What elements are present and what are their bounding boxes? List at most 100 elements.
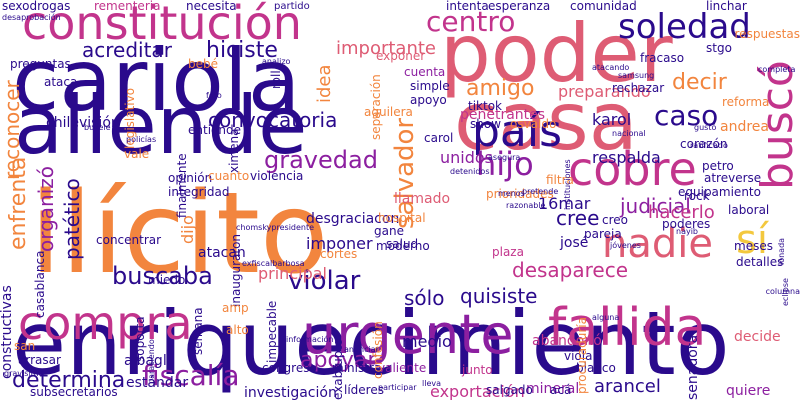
word-equipamiento: equipamiento bbox=[678, 185, 761, 199]
word-tiktok: tiktok bbox=[468, 99, 502, 113]
word-jose: josé bbox=[560, 235, 589, 251]
word-casablanca: casablanca bbox=[33, 250, 47, 318]
word-osvaldo: osvaldo bbox=[510, 117, 557, 131]
word-exportacion: exportación bbox=[430, 382, 525, 400]
word-concentrar: concentrar bbox=[96, 233, 162, 247]
word-ilicito: ilícito bbox=[30, 169, 329, 299]
word-arancel: arancel bbox=[594, 376, 661, 397]
word-rementeria: rementeria bbox=[94, 0, 161, 13]
word-exponer: exponer bbox=[376, 49, 426, 63]
word-instituciones: instituciones bbox=[563, 159, 572, 211]
word-vale: vale bbox=[124, 147, 150, 161]
word-chomskypresidente: chomskypresidente bbox=[236, 223, 315, 232]
word-detenidos: detenidos bbox=[450, 167, 490, 176]
word-allende: allende bbox=[14, 79, 308, 172]
word-cuanto: cuanto bbox=[208, 169, 250, 183]
word-pareja: pareja bbox=[584, 227, 622, 241]
word-exabrupto: exabrupto bbox=[331, 338, 345, 400]
word-centro: centro bbox=[426, 5, 516, 38]
word-alto: alto bbox=[226, 323, 249, 337]
word-linchar: linchar bbox=[706, 0, 747, 13]
word-importante: importante bbox=[336, 38, 437, 59]
word-constructivas: constructivas bbox=[0, 285, 15, 380]
word-integridad: integridad bbox=[168, 185, 230, 199]
word-gravisimo: gravísimo bbox=[4, 369, 44, 378]
word-investigacion: investigación bbox=[244, 385, 337, 400]
word-pretende: pretende bbox=[522, 187, 559, 196]
word-carol: carol bbox=[424, 131, 454, 145]
word-reforma: reforma bbox=[722, 95, 770, 109]
word-albagli: albagli bbox=[124, 353, 171, 369]
word-ministra: ministra bbox=[332, 361, 382, 375]
word-16mar: 16mar bbox=[538, 194, 591, 213]
word-bukele: bukele bbox=[84, 123, 111, 132]
word-hacerlo: hacerlo bbox=[648, 202, 715, 223]
word-ataca: ataca bbox=[44, 75, 78, 89]
word-patetico: patético bbox=[60, 178, 84, 260]
word-desaprobacion: desaprobación bbox=[2, 13, 61, 22]
word-mineral: mineral bbox=[526, 381, 580, 397]
word-medio: medio bbox=[402, 332, 452, 351]
word-respuestas: respuestas bbox=[734, 27, 800, 41]
word-salgado: salgado bbox=[486, 383, 533, 397]
word-apoyo: apoyo bbox=[410, 93, 447, 107]
word-miedo: miedo bbox=[148, 273, 186, 287]
word-apoyar: apoyar bbox=[300, 348, 377, 373]
word-nacional: nacional bbox=[612, 129, 646, 138]
word-enriquecimiento: enriquecimiento bbox=[12, 292, 730, 395]
word-congreso: congreso bbox=[262, 361, 317, 375]
word-columna: columna bbox=[765, 287, 800, 296]
word-roll: roll bbox=[269, 70, 283, 89]
word-amigo: amigo bbox=[466, 76, 535, 101]
word-penetrantes: penetrantes bbox=[460, 107, 546, 123]
word-decir: decir bbox=[672, 70, 727, 95]
word-soporta: soporta bbox=[133, 316, 147, 363]
word-hiciste: hiciste bbox=[206, 38, 278, 63]
word-prioridades: prioridades bbox=[486, 187, 554, 201]
word-procuraduria: procuraduría bbox=[575, 317, 589, 395]
word-policias: policías bbox=[126, 135, 157, 144]
word-intenta: intenta bbox=[446, 0, 489, 13]
word-preparando: preparando bbox=[558, 82, 651, 101]
word-bebe: bebé bbox=[188, 57, 218, 71]
word-fallida: fallida bbox=[548, 298, 707, 358]
word-desaparece: desaparece bbox=[512, 258, 629, 282]
word-imponer: imponer bbox=[306, 234, 373, 253]
word-alguna: alguna bbox=[592, 313, 620, 322]
word-solo: sólo bbox=[404, 286, 445, 310]
word-preguntas: preguntas bbox=[10, 57, 71, 71]
word-corazon: corazón bbox=[680, 137, 728, 151]
word-jovenes: jóvenes bbox=[610, 241, 641, 250]
word-laboral: laboral bbox=[728, 203, 770, 217]
word-partido: partido bbox=[274, 1, 310, 12]
word-llamado: llamado bbox=[394, 191, 451, 207]
word-valiente: valiente bbox=[378, 361, 427, 375]
word-subsecretarios: subsecretarios bbox=[30, 385, 118, 399]
word-gane: gane bbox=[374, 224, 404, 238]
word-quisiste: quisiste bbox=[460, 284, 538, 308]
word-comunidad: comunidad bbox=[570, 0, 637, 13]
word-reconocer: reconocer bbox=[0, 80, 24, 180]
word-soledad: soledad bbox=[618, 7, 751, 47]
word-poder: poder bbox=[440, 7, 673, 100]
word-junto: junto bbox=[462, 363, 493, 377]
word-informacion: información bbox=[286, 335, 334, 344]
word-gravedad: gravedad bbox=[264, 146, 378, 174]
word-menos: menos bbox=[498, 189, 525, 198]
word-meses: meses bbox=[734, 239, 773, 253]
word-judicial: judicial bbox=[620, 194, 691, 218]
word-karol: karol bbox=[592, 110, 632, 129]
word-determina: determina bbox=[12, 368, 126, 393]
word-aguilera: aguilera bbox=[364, 105, 413, 119]
word-lonada: lonada bbox=[777, 237, 786, 265]
word-unidos: unidos bbox=[440, 148, 494, 167]
word-rechazar: rechazar bbox=[612, 81, 665, 95]
word-inauguraron: inauguraron bbox=[229, 234, 243, 308]
word-abandono: abandonó bbox=[532, 333, 602, 349]
word-fracaso: fracaso bbox=[640, 51, 685, 65]
word-asegura: asegura bbox=[488, 153, 521, 162]
word-sexodrogas: sexodrogas bbox=[2, 0, 71, 13]
word-principal: principal bbox=[258, 264, 327, 283]
word-atreverse: atreverse bbox=[704, 171, 762, 185]
word-casa: casa bbox=[454, 75, 638, 168]
